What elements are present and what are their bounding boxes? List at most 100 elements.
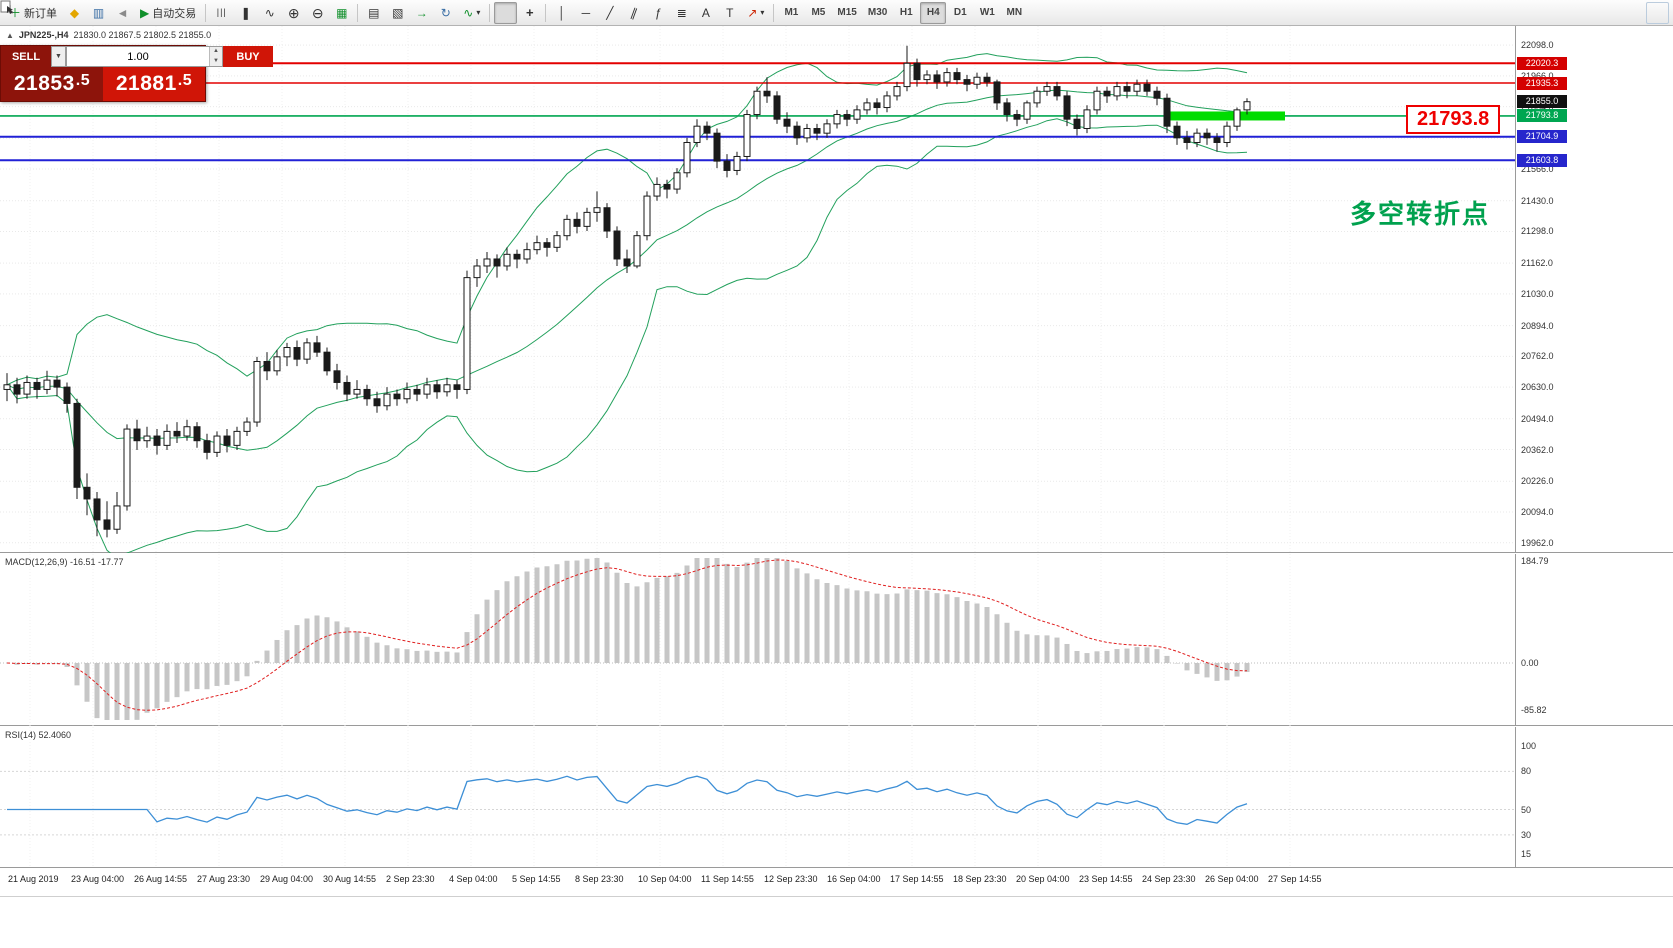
arrange-windows-button[interactable]: ▤ [362,2,385,24]
candlestick-chart-button[interactable]: ❚ [234,2,257,24]
auto-scroll-button[interactable]: ↻ [434,2,457,24]
horizontal-line-icon: ─ [581,5,591,20]
sell-button[interactable]: SELL [1,46,51,67]
timeframe-m5[interactable]: M5 [811,7,826,18]
one-click-trading-panel: SELL ▼ ▲▼ BUY 21853.5 21881.5 [0,45,273,102]
time-axis-label: 17 Sep 14:55 [890,874,944,884]
timeframe-w1[interactable]: W1 [979,7,995,18]
rsi-axis-label: 100 [1521,741,1537,751]
buy-price[interactable]: 21881.5 [103,67,205,101]
time-axis-label: 20 Sep 04:00 [1016,874,1070,884]
chart-shift-button[interactable]: → [410,2,433,24]
rsi-title: RSI(14) 52.4060 [5,730,72,740]
autotrading-button[interactable]: ▶ 自动交易 [135,2,201,24]
symbol-info: ▲ JPN225-,H4 21830.0 21867.5 21802.5 218… [6,30,211,40]
volume-stepper[interactable]: ▲ ▼ [209,47,222,66]
search-button[interactable] [1,1,1644,24]
cascade-windows-button[interactable]: ▧ [386,2,409,24]
autotrading-label: 自动交易 [152,7,197,20]
timeframe-mn[interactable]: MN [1006,7,1023,18]
sell-price[interactable]: 21853.5 [1,67,103,101]
time-axis-label: 23 Aug 04:00 [71,874,125,884]
zoom-in-button[interactable]: ⊕ [282,2,305,24]
annotation-text[interactable]: 多空转折点 [1350,199,1491,229]
price-callout[interactable]: 21793.8 [1406,105,1501,134]
toolbar-separator [489,3,491,22]
price-axis-label: 21566.0 [1521,164,1554,175]
timeframe-m15[interactable]: M15 [837,7,857,18]
alerts-button[interactable]: ◄ [111,2,134,24]
timeframe-m30[interactable]: M30 [867,7,888,18]
time-axis-label: 26 Aug 14:55 [134,874,188,884]
time-axis-label: 5 Sep 14:55 [512,874,561,884]
bar-chart-button[interactable]: ||| [210,2,233,24]
price-axis-label: 21430.0 [1521,195,1554,206]
navigator-button[interactable]: ▥ [87,2,110,24]
price-marker-badge: 21855.0 [1517,95,1567,109]
time-axis[interactable]: 21 Aug 2019 23 Aug 04:00 26 Aug 14:55 27 Au… [0,869,1673,897]
macd-signal-line [6,559,1248,711]
chart-icon: ▲ [6,30,14,40]
price-axis-label: 20630.0 [1521,382,1554,393]
price-chart-panel[interactable]: ▲ JPN225-,H4 21830.0 21867.5 21802.5 218… [0,26,1673,553]
price-axis-label: 20226.0 [1521,476,1554,487]
timeframe-d1[interactable]: D1 [953,7,967,18]
price-axis-label: 20894.0 [1521,320,1554,331]
channel-button[interactable]: ∥ [622,2,645,24]
time-axis-label: 27 Sep 14:55 [1268,874,1322,884]
support-highlight-bar [1170,111,1285,121]
macd-panel[interactable]: MACD(12,26,9) -16.51 -17.77 184.79 0.00 -8… [0,554,1673,726]
quick-nav-button[interactable] [0,0,1669,24]
market-watch-button[interactable]: ◆ [63,2,86,24]
text-button[interactable]: A [694,2,717,24]
timeframe-h1[interactable]: H1 [899,7,913,18]
price-axis[interactable]: 22098.021966.021834.021698.021566.021430… [1515,26,1673,552]
time-axis-label: 16 Sep 04:00 [827,874,881,884]
zoom-out-button[interactable]: ⊖ [306,2,329,24]
rsi-line [7,775,1248,825]
buy-button[interactable]: BUY [223,46,273,67]
price-axis-label: 21162.0 [1521,258,1553,269]
label-button[interactable]: T [718,2,741,24]
bollinger-lower [6,118,1248,553]
rsi-panel[interactable]: RSI(14) 52.4060 100 80 50 30 15 [0,727,1673,868]
timeframe-h4[interactable]: H4 [920,1,947,24]
price-axis-label: 21298.0 [1521,226,1554,237]
crosshair-button[interactable]: + [518,2,541,24]
rsi-chart [0,727,1515,868]
indicator-icon: ∿ [463,5,474,20]
spin-down-icon[interactable]: ▼ [210,56,222,66]
pointer-page-icon [0,0,13,14]
fibonacci-button[interactable]: ƒ [646,2,669,24]
volume-dropdown[interactable]: ▼ [51,46,66,67]
trendline-button[interactable]: ╱ [598,2,621,24]
indicators-button[interactable]: ∿ ▾ [458,2,485,24]
vertical-line-button[interactable]: │ [550,2,573,24]
tile-windows-button[interactable]: ▦ [330,2,353,24]
timeframe-m1[interactable]: M1 [784,7,799,18]
spin-up-icon[interactable]: ▲ [210,47,222,57]
volume-input[interactable] [67,47,209,66]
zoom-in-icon: ⊕ [287,4,300,21]
rsi-axis-label: 50 [1521,804,1532,815]
macd-axis-label: 0.00 [1521,658,1539,668]
arrows-button[interactable]: ↗ ▾ [742,2,769,24]
cascade-icon: ▧ [392,5,404,20]
cursor-button[interactable] [2,1,518,24]
chevron-down-icon: ▾ [476,7,481,17]
macd-axis: 184.79 0.00 -85.82 [1515,554,1673,725]
time-axis-label: 11 Sep 14:55 [701,874,754,884]
macd-axis-label: -85.82 [1521,705,1547,716]
price-marker-badge: 21704.9 [1517,130,1567,144]
fibonacci-icon: ƒ [654,5,662,20]
line-chart-button[interactable]: ∿ [258,2,281,24]
shapes-button[interactable]: ≣ [670,2,693,24]
candlestick-icon: ❚ [240,5,251,20]
crosshair-icon: + [526,5,534,20]
toolbar-separator [205,3,207,22]
time-axis-label: 30 Aug 14:55 [323,874,377,884]
horizontal-line-button[interactable]: ─ [574,2,597,24]
time-axis-label: 23 Sep 14:55 [1079,874,1133,884]
price-axis-label: 20494.0 [1521,413,1554,424]
trendline-icon: ╱ [606,5,614,20]
